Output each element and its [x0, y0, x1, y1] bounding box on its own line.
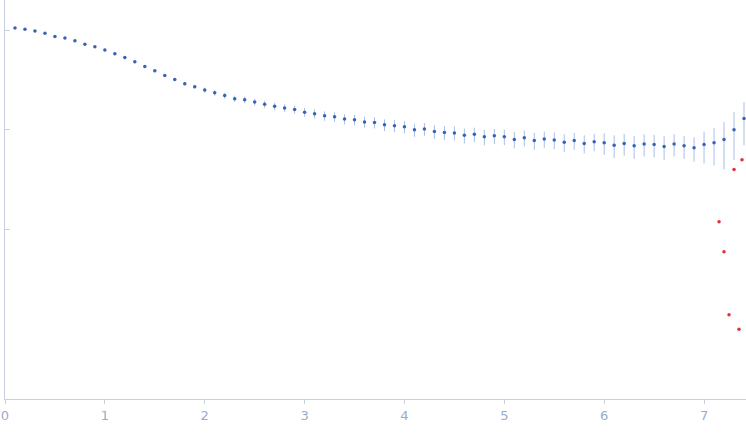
svg-text:4: 4 — [400, 408, 408, 423]
svg-text:0: 0 — [1, 408, 9, 423]
svg-text:7: 7 — [700, 408, 708, 423]
svg-text:1: 1 — [101, 408, 109, 423]
svg-text:3: 3 — [300, 408, 308, 423]
svg-text:6: 6 — [600, 408, 608, 423]
svg-text:2: 2 — [201, 408, 209, 423]
svg-text:5: 5 — [500, 408, 508, 423]
